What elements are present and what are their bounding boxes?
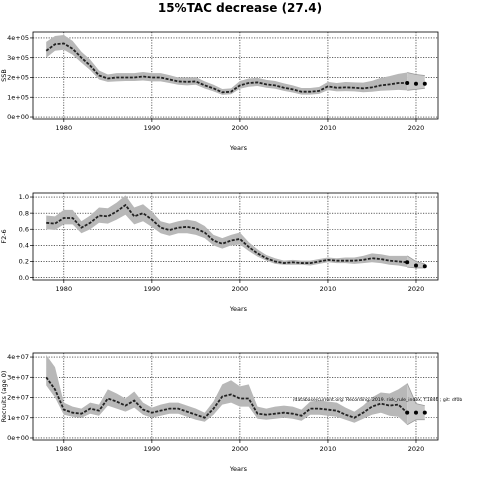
ssb-xtick-label: 2000 bbox=[232, 124, 249, 132]
recruits-panel: 0e+00 1e+07 2e+07 3e+07 4e+07 1980 1990 2000 201… bbox=[0, 352, 462, 473]
recruits-series-line bbox=[45, 376, 408, 419]
ssb-projection-upper bbox=[407, 72, 425, 76]
recruits-xlabel: Years bbox=[229, 465, 248, 473]
fbar-ytick-label: 0.4 bbox=[19, 242, 29, 250]
ssb-ytick-label: 0e+00 bbox=[7, 113, 29, 121]
recruits-ytick-label: 1e+07 bbox=[7, 414, 29, 422]
fbar-xtick-label: 2010 bbox=[320, 285, 337, 293]
recruits-projection-upper bbox=[406, 383, 425, 406]
ssb-projection-point bbox=[422, 81, 427, 86]
ssb-ytick-label: 4e+05 bbox=[7, 34, 29, 42]
fbar-ytick-label: 0.2 bbox=[19, 258, 29, 266]
fbar-projection-point bbox=[405, 260, 410, 265]
ssb-xlabel: Years bbox=[229, 144, 248, 152]
fbar-ytick-label: 0.6 bbox=[19, 225, 29, 233]
fbar-ylabel: F2-6 bbox=[0, 229, 8, 243]
fbar-plot-frame bbox=[32, 192, 439, 281]
ssb-projection-point bbox=[413, 81, 418, 86]
fbar-xlabel: Years bbox=[229, 305, 248, 313]
recruits-projection-point bbox=[422, 410, 427, 415]
recruits-annotation: /database/current.org: Recording: 2019. … bbox=[293, 397, 462, 403]
fbar-projection-lower bbox=[407, 266, 425, 269]
recruits-ytick-label: 2e+07 bbox=[7, 394, 29, 402]
fbar-xtick-label: 1990 bbox=[144, 285, 161, 293]
ssb-confidence-band bbox=[46, 34, 408, 95]
fbar-panel: 0.0 0.2 0.4 0.6 0.8 1.0 1980 1990 2000 2010 2020 Ye… bbox=[0, 192, 439, 313]
recruits-ylabel: Recruits (age 0) bbox=[0, 371, 8, 423]
fbar-ytick-label: 0.8 bbox=[19, 209, 29, 217]
recruits-ytick-label: 4e+07 bbox=[7, 353, 29, 361]
ssb-projection-point bbox=[405, 81, 410, 86]
ssb-ytick-label: 3e+05 bbox=[7, 54, 29, 62]
recruits-projection-point bbox=[413, 410, 418, 415]
figure-title: 15%TAC decrease (27.4) bbox=[158, 1, 322, 15]
fbar-series-line bbox=[46, 203, 408, 264]
fbar-ytick-label: 0.0 bbox=[19, 274, 29, 282]
ssb-ytick-label: 1e+05 bbox=[7, 93, 29, 101]
recruits-ytick-label: 0e+00 bbox=[7, 434, 29, 442]
ssb-xtick-label: 2020 bbox=[408, 124, 425, 132]
recruits-xtick-label: 2020 bbox=[408, 445, 425, 453]
fbar-projection-point bbox=[422, 264, 427, 269]
ssb-xtick-label: 1980 bbox=[56, 124, 73, 132]
fbar-projection-upper bbox=[406, 255, 425, 265]
ssb-projection-lower bbox=[407, 87, 425, 91]
ssb-panel: 0e+00 1e+05 2e+05 3e+05 4e+05 1980 1990 2000 201… bbox=[0, 31, 439, 152]
fbar-xtick-label: 2020 bbox=[408, 285, 425, 293]
ssb-xtick-label: 1990 bbox=[144, 124, 161, 132]
recruits-plot-frame bbox=[32, 352, 439, 441]
recruits-projection-lower bbox=[406, 419, 425, 426]
recruits-xtick-label: 2000 bbox=[232, 445, 249, 453]
recruits-ytick-label: 3e+07 bbox=[7, 373, 29, 381]
ssb-projection-band bbox=[407, 72, 425, 91]
ssb-ytick-label: 2e+05 bbox=[7, 74, 29, 82]
recruits-xtick-label: 1980 bbox=[56, 445, 73, 453]
recruits-xtick-label: 2010 bbox=[320, 445, 337, 453]
ssb-plot-frame bbox=[32, 31, 439, 120]
fbar-xtick-label: 1980 bbox=[56, 285, 73, 293]
fbar-xtick-label: 2000 bbox=[232, 285, 249, 293]
fbar-confidence-band bbox=[46, 195, 408, 268]
recruits-confidence-band bbox=[46, 355, 408, 425]
ssb-series-line bbox=[45, 42, 408, 94]
ssb-xtick-label: 2010 bbox=[320, 124, 337, 132]
recruits-xtick-label: 1990 bbox=[144, 445, 161, 453]
recruits-projection-point bbox=[405, 410, 410, 415]
fbar-ytick-label: 1.0 bbox=[19, 193, 29, 201]
ssb-ylabel: SSB bbox=[0, 69, 8, 82]
fbar-projection-point bbox=[413, 263, 418, 268]
